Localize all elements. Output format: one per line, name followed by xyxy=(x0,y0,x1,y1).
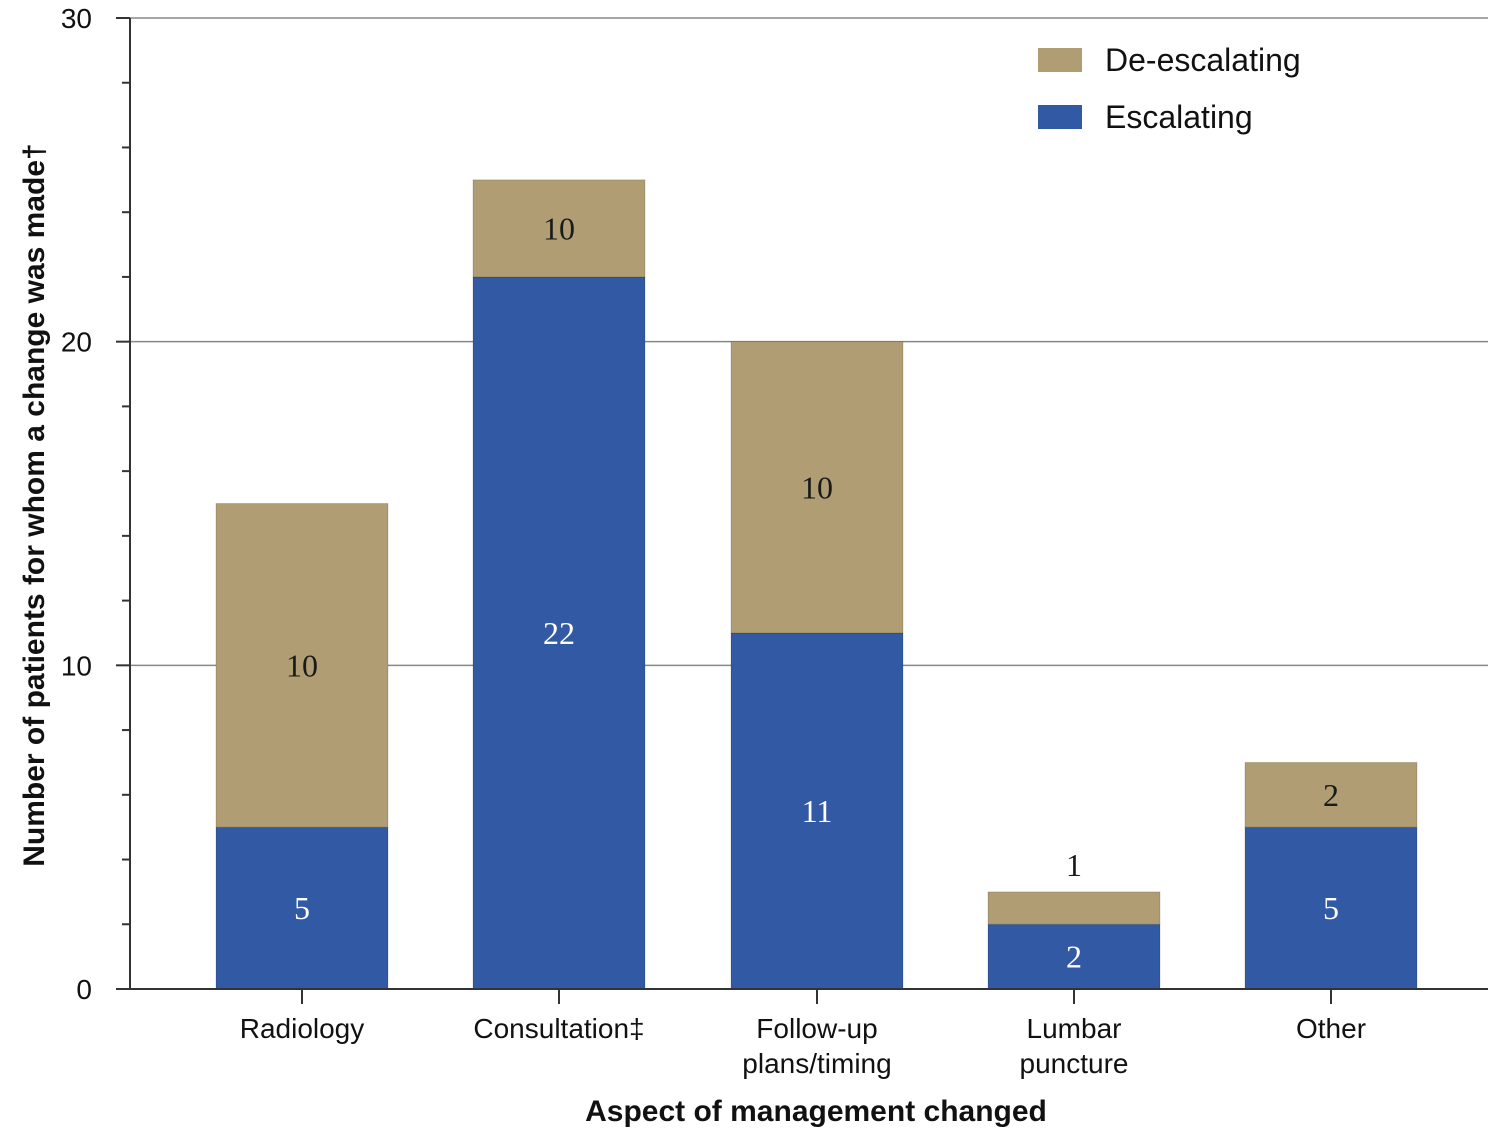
legend-swatch-escalating xyxy=(1038,105,1082,129)
data-label-escalating-4: 5 xyxy=(1323,890,1339,926)
bar-de-escalating-4 xyxy=(1244,761,1418,828)
bar-de-escalating-1 xyxy=(472,179,646,278)
x-tick-label-1: Consultation‡ xyxy=(473,1013,644,1044)
data-label-escalating-3: 2 xyxy=(1066,939,1082,975)
data-label-de-escalating-2: 10 xyxy=(801,469,833,505)
data-label-de-escalating-4: 2 xyxy=(1323,777,1339,813)
bar-escalating-4 xyxy=(1244,826,1418,990)
bars xyxy=(215,179,1418,990)
data-label-de-escalating-3: 1 xyxy=(1066,847,1082,883)
x-tick-label-2: Follow-up plans/timing xyxy=(742,1013,891,1079)
y-tick-label-0: 0 xyxy=(76,974,92,1005)
bar-escalating-3 xyxy=(987,923,1161,990)
y-tick-label-10: 10 xyxy=(61,650,92,681)
axes: 0 10 20 30 Radiology Consultation‡ Follow-up pl… xyxy=(61,3,1488,1079)
y-tick-label-30: 30 xyxy=(61,3,92,34)
x-axis-title: Aspect of management changed xyxy=(585,1095,1047,1128)
bar-escalating-1 xyxy=(472,276,646,990)
legend-swatch-de-escalating xyxy=(1038,48,1082,72)
data-label-escalating-0: 5 xyxy=(294,890,310,926)
data-label-escalating-1: 22 xyxy=(543,615,575,651)
bar-de-escalating-0 xyxy=(215,503,389,828)
legend: De-escalating Escalating xyxy=(1038,42,1301,135)
x-tick-label-4: Other xyxy=(1296,1013,1366,1044)
x-tick-label-0: Radiology xyxy=(240,1013,365,1044)
y-axis-title: Number of patients for whom a change was… xyxy=(18,143,51,867)
bar-escalating-0 xyxy=(215,826,389,990)
legend-label-de-escalating: De-escalating xyxy=(1105,42,1301,78)
data-label-de-escalating-1: 10 xyxy=(543,210,575,246)
data-label-escalating-2: 11 xyxy=(802,793,833,829)
bar-de-escalating-2 xyxy=(730,341,904,634)
x-tick-label-3: Lumbar puncture xyxy=(1020,1013,1129,1079)
data-label-de-escalating-0: 10 xyxy=(286,647,318,683)
bar-de-escalating-3 xyxy=(987,891,1161,925)
y-tick-label-20: 20 xyxy=(61,327,92,358)
legend-label-escalating: Escalating xyxy=(1105,99,1253,135)
bar-value-labels: 5 10 22 10 11 10 2 1 5 2 xyxy=(286,210,1339,974)
